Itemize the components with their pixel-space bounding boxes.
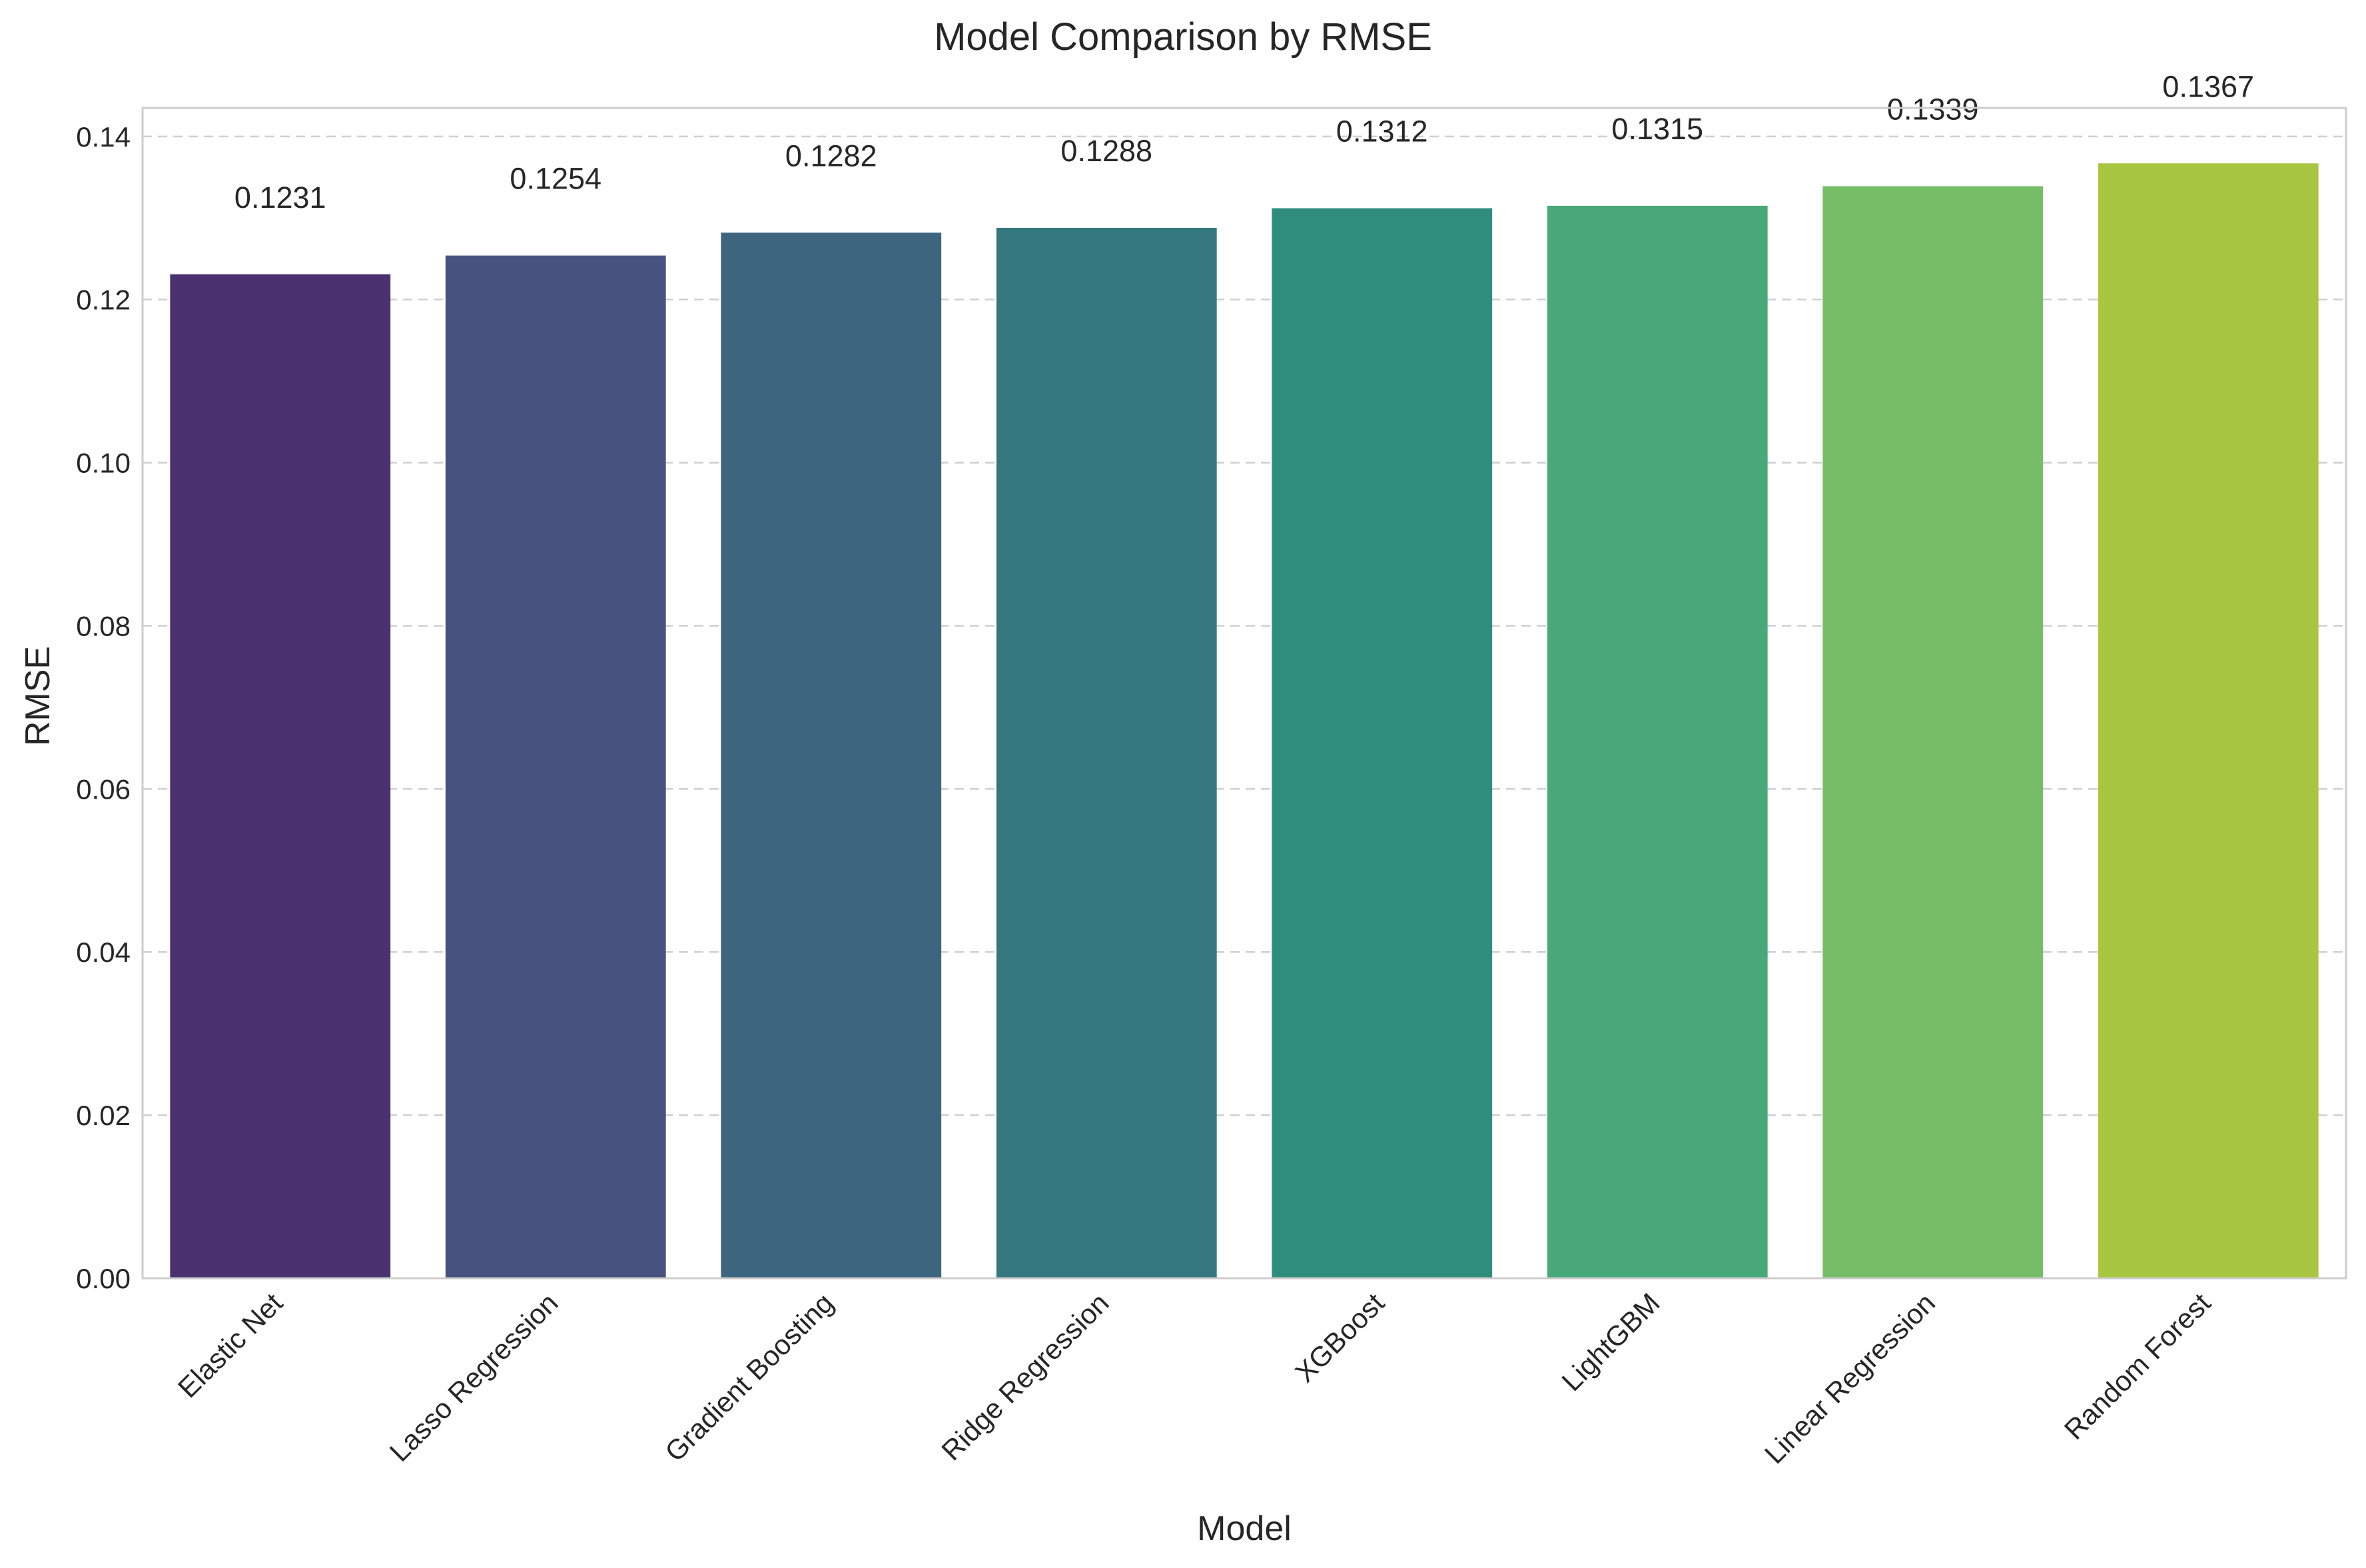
y-tick-label: 0.10 [76, 448, 131, 479]
y-tick-label: 0.04 [76, 937, 131, 968]
y-tick-label: 0.14 [76, 121, 131, 153]
x-tick-labels: Elastic Net Lasso Regression Gradient Boos… [172, 1287, 2217, 1470]
x-tick-label: Random Forest [2058, 1287, 2217, 1445]
y-tick-label: 0.06 [76, 773, 131, 805]
bars [170, 163, 2319, 1279]
bar-1 [445, 255, 666, 1278]
value-label: 0.1288 [1060, 134, 1152, 168]
x-tick-label: Gradient Boosting [659, 1287, 839, 1467]
y-axis-label: RMSE [19, 646, 57, 746]
x-tick-label: Linear Regression [1759, 1287, 1941, 1469]
y-tick-label: 0.12 [76, 284, 131, 316]
bar-5 [1547, 205, 1768, 1279]
x-tick-label: Ridge Regression [935, 1287, 1114, 1466]
value-label: 0.1339 [1887, 93, 1979, 127]
x-tick-label: Lasso Regression [384, 1287, 564, 1467]
value-label: 0.1231 [234, 181, 326, 214]
bar-3 [996, 227, 1217, 1278]
y-tick-labels: 0.00 0.02 0.04 0.06 0.08 0.10 0.12 0.14 [76, 121, 131, 1294]
bar-7 [2098, 163, 2319, 1278]
y-tick-label: 0.00 [76, 1263, 131, 1294]
bar-0 [170, 274, 391, 1278]
bar-6 [1822, 186, 2044, 1278]
x-axis-label: Model [1197, 1509, 1292, 1548]
x-tick-label: LightGBM [1555, 1287, 1665, 1397]
x-tick-label: Elastic Net [172, 1287, 288, 1403]
plot-frame [141, 107, 2347, 1280]
value-label: 0.1282 [785, 139, 877, 173]
value-labels: 0.1231 0.1254 0.1282 0.1288 0.1312 0.1315 0.13… [234, 69, 2254, 214]
x-tick-label: XGBoost [1289, 1287, 1390, 1388]
value-label: 0.1312 [1336, 115, 1428, 149]
bar-2 [721, 232, 942, 1279]
chart-title: Model Comparison by RMSE [934, 15, 1432, 59]
value-label: 0.1367 [2162, 69, 2254, 103]
value-label: 0.1254 [510, 162, 601, 196]
value-label: 0.1315 [1611, 112, 1703, 146]
bar-4 [1272, 208, 1493, 1279]
y-tick-label: 0.02 [76, 1100, 131, 1131]
y-tick-label: 0.08 [76, 610, 131, 641]
